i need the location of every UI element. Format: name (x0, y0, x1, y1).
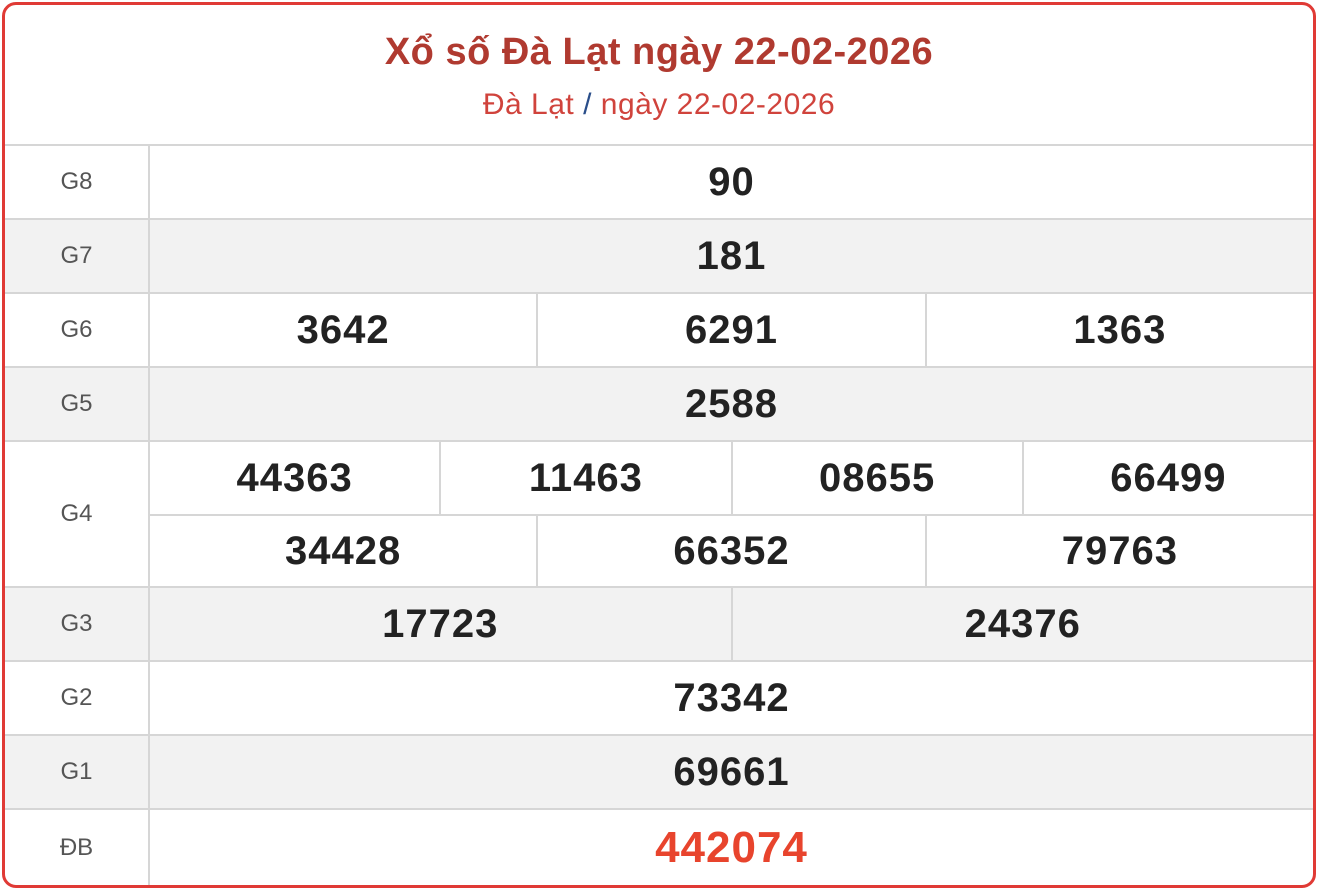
breadcrumb: Đà Lạt / ngày 22-02-2026 (5, 88, 1313, 122)
prize-number: 69661 (673, 749, 790, 794)
prize-number: 73342 (673, 675, 790, 720)
prize-number: 2588 (685, 381, 778, 426)
breadcrumb-date: ngày 22-02-2026 (600, 88, 836, 121)
prize-row-g8: G8 90 (5, 146, 1313, 220)
prize-number: 66499 (1021, 442, 1313, 514)
prize-row-g2: G2 73342 (5, 662, 1313, 736)
prize-number: 1363 (924, 294, 1313, 366)
prize-number: 90 (708, 159, 755, 204)
prize-number: 3642 (296, 307, 390, 352)
prize-label: G2 (5, 662, 150, 734)
prize-label: G7 (5, 220, 150, 292)
prize-number: 44363 (236, 455, 353, 500)
prize-label: G4 (5, 442, 150, 586)
prize-row-g5: G5 2588 (5, 368, 1313, 442)
prize-number: 66352 (536, 516, 924, 586)
prize-number: 181 (696, 233, 767, 278)
prize-row-g6: G6 3642 6291 1363 (5, 294, 1313, 368)
prize-number: 24376 (730, 588, 1314, 660)
prize-row-g7: G7 181 (5, 220, 1313, 294)
prize-number: 79763 (924, 516, 1313, 586)
prize-row-g4: G4 44363 11463 08655 66499 34428 66352 7… (5, 442, 1313, 588)
breadcrumb-place-link[interactable]: Đà Lạt (482, 88, 575, 121)
prize-label: G1 (5, 736, 150, 808)
prize-label: G8 (5, 146, 150, 218)
prize-label: G6 (5, 294, 150, 366)
prize-row-g1: G1 69661 (5, 736, 1313, 810)
results-header: Xổ số Đà Lạt ngày 22-02-2026 Đà Lạt / ng… (5, 5, 1313, 146)
page-title: Xổ số Đà Lạt ngày 22-02-2026 (384, 31, 934, 73)
prize-label: G5 (5, 368, 150, 440)
prize-row-special: ĐB 442074 (5, 810, 1313, 885)
prize-row-g3: G3 17723 24376 (5, 588, 1313, 662)
breadcrumb-separator: / (583, 88, 592, 121)
special-prize-number: 442074 (655, 823, 808, 872)
prize-label: G3 (5, 588, 150, 660)
prize-number: 08655 (730, 442, 1022, 514)
prize-number: 11463 (439, 442, 730, 514)
prize-label: ĐB (5, 810, 150, 885)
prize-number: 6291 (536, 294, 924, 366)
prize-number: 17723 (382, 601, 499, 646)
prize-number: 34428 (285, 528, 402, 573)
